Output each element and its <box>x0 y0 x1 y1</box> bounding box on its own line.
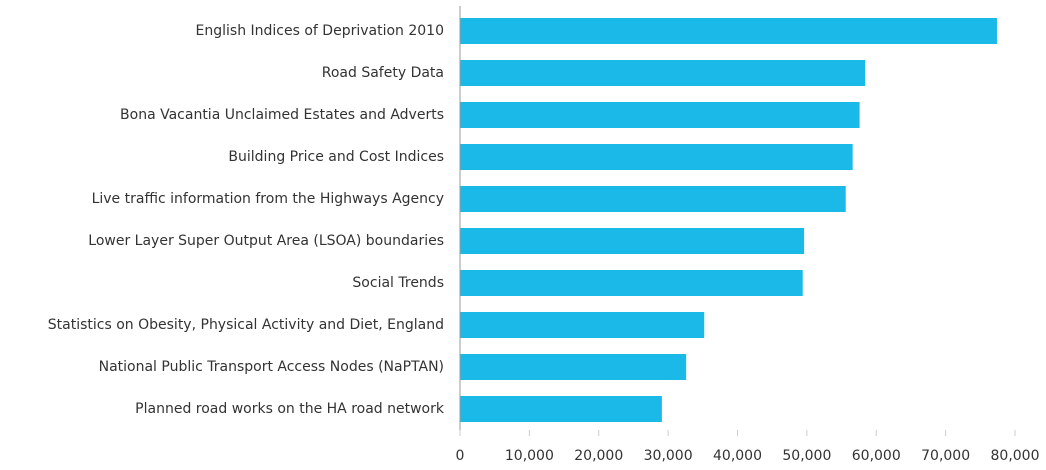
x-tick-label: 60,000 <box>852 448 901 464</box>
bar <box>460 228 805 254</box>
y-tick-label: Statistics on Obesity, Physical Activity… <box>48 317 444 333</box>
y-tick-label: Building Price and Cost Indices <box>228 149 444 165</box>
bar <box>460 60 866 86</box>
bar <box>460 18 997 44</box>
bar <box>460 354 687 380</box>
bar <box>460 396 662 422</box>
y-tick-label: English Indices of Deprivation 2010 <box>196 23 444 39</box>
y-tick-label: National Public Transport Access Nodes (… <box>99 359 444 375</box>
bar <box>460 270 803 296</box>
x-tick-label: 70,000 <box>921 448 970 464</box>
bar <box>460 312 705 338</box>
y-tick-label: Road Safety Data <box>322 65 444 81</box>
x-tick-label: 0 <box>456 448 465 464</box>
bar <box>460 144 853 170</box>
x-tick-label: 20,000 <box>574 448 623 464</box>
x-tick-label: 10,000 <box>505 448 554 464</box>
y-tick-label: Social Trends <box>352 275 444 291</box>
bar <box>460 102 860 128</box>
y-tick-label: Planned road works on the HA road networ… <box>135 401 445 417</box>
bar <box>460 186 846 212</box>
x-tick-label: 80,000 <box>991 448 1040 464</box>
x-tick-label: 40,000 <box>713 448 762 464</box>
y-tick-label: Bona Vacantia Unclaimed Estates and Adve… <box>120 107 444 123</box>
x-tick-label: 50,000 <box>782 448 831 464</box>
x-tick-label: 30,000 <box>644 448 693 464</box>
y-tick-label: Live traffic information from the Highwa… <box>92 191 444 207</box>
y-tick-label: Lower Layer Super Output Area (LSOA) bou… <box>88 233 444 249</box>
